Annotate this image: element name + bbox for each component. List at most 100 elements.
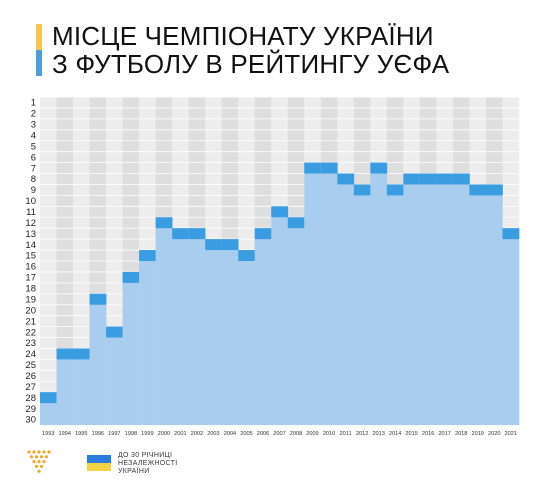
data-bar-rank: [452, 173, 470, 185]
x-tick-label: 2001: [174, 431, 186, 437]
data-bar-rank: [419, 173, 437, 185]
data-bar-fill: [320, 162, 338, 425]
data-bar-rank: [287, 217, 305, 229]
y-tick-label: 20: [25, 305, 36, 316]
y-tick-label: 11: [26, 207, 36, 218]
data-bar-fill: [238, 250, 256, 425]
data-bar-rank: [271, 206, 289, 218]
data-bar-fill: [172, 228, 189, 425]
y-tick-label: 12: [25, 218, 36, 229]
data-bar-fill: [403, 173, 421, 425]
footer-line-3: УКРАЇНИ: [118, 468, 150, 475]
data-bar-rank: [56, 348, 74, 360]
chart-title: МІСЦЕ ЧЕМПІОНАТУ УКРАЇНИ З ФУТБОЛУ В РЕЙ…: [52, 22, 449, 78]
y-tick-label: 19: [25, 294, 36, 305]
title-line-1: МІСЦЕ ЧЕМПІОНАТУ УКРАЇНИ: [52, 21, 434, 51]
footer-line-2: НЕЗАЛЕЖНОСТІ: [118, 460, 178, 467]
data-bar-fill: [452, 173, 470, 425]
data-bar-fill: [419, 173, 437, 425]
x-tick-label: 2004: [224, 431, 236, 437]
footer-line-1: ДО 30 РІЧНИЦІ: [118, 452, 173, 459]
data-bar-fill: [469, 184, 487, 425]
y-tick-label: 6: [31, 152, 36, 163]
data-bar-rank: [436, 173, 454, 185]
y-tick-label: 29: [25, 404, 36, 415]
data-bar-fill: [89, 293, 107, 425]
data-bar-fill: [287, 217, 305, 425]
logo-dot: [34, 455, 39, 459]
y-tick-label: 14: [25, 240, 36, 251]
logo-dot: [37, 469, 41, 473]
x-tick-label: 2016: [422, 431, 434, 437]
data-bar-fill: [56, 348, 74, 425]
logo-dot: [37, 460, 41, 464]
data-bar-rank: [304, 162, 322, 174]
logo-dot: [34, 464, 39, 468]
y-tick-label: 3: [31, 120, 36, 131]
x-tick-label: 2007: [273, 431, 285, 437]
y-tick-label: 4: [31, 130, 36, 141]
y-tick-label: 1: [31, 98, 36, 109]
data-bar-fill: [337, 173, 355, 425]
logo-dot: [42, 460, 46, 464]
data-bar-fill: [271, 206, 289, 425]
y-tick-label: 5: [31, 141, 36, 152]
logo-dot: [37, 450, 41, 454]
x-tick-label: 1997: [108, 431, 120, 437]
y-tick-label: 18: [25, 284, 36, 295]
logo-dot: [39, 464, 44, 468]
x-tick-label: 2003: [207, 431, 219, 437]
x-tick-label: 2014: [389, 431, 401, 437]
data-bar-rank: [386, 184, 404, 196]
x-tick-label: 2021: [505, 431, 517, 437]
logo-dot: [29, 455, 34, 459]
data-bar-fill: [221, 239, 239, 425]
data-bar-rank: [155, 217, 173, 229]
data-bar-rank: [221, 239, 239, 251]
x-tick-label: 2008: [290, 431, 302, 437]
data-bar-fill: [155, 217, 173, 425]
data-bar-rank: [502, 228, 520, 240]
x-tick-label: 2011: [340, 431, 352, 437]
logo-dot: [32, 450, 36, 454]
flag-bottom-stripe: [87, 463, 111, 471]
data-bar-fill: [386, 184, 404, 425]
x-tick-label: 2002: [191, 431, 203, 437]
logo-dot: [44, 455, 49, 459]
data-bar-rank: [106, 326, 123, 338]
y-tick-label: 16: [25, 262, 36, 273]
title-line-2: З ФУТБОЛУ В РЕЙТИНГУ УЄФА: [52, 49, 450, 79]
data-bar-fill: [254, 228, 272, 425]
y-tick-label: 22: [25, 327, 36, 338]
x-tick-label: 2017: [438, 431, 450, 437]
data-bar-rank: [172, 228, 189, 240]
data-bar-rank: [485, 184, 503, 196]
data-bar-rank: [469, 184, 487, 196]
data-bar-rank: [205, 239, 222, 251]
x-tick-label: 2013: [372, 431, 384, 437]
data-bar-fill: [73, 348, 90, 425]
y-tick-label: 9: [31, 185, 36, 196]
x-tick-label: 2020: [488, 431, 500, 437]
data-bar-fill: [205, 239, 222, 425]
x-tick-label: 1993: [42, 431, 54, 437]
data-bar-rank: [353, 184, 371, 196]
data-bar-fill: [122, 271, 140, 425]
y-tick-label: 28: [25, 393, 36, 404]
ukraine-flag-icon: [87, 455, 111, 471]
logo-dot: [32, 460, 36, 464]
data-bar-rank: [40, 392, 57, 404]
title-accent-blue: [36, 50, 42, 76]
data-bar-fill: [188, 228, 206, 425]
data-bar-rank: [320, 162, 338, 174]
y-tick-label: 7: [31, 163, 36, 174]
data-bar-rank: [139, 250, 156, 261]
footer-caption: ДО 30 РІЧНИЦІ НЕЗАЛЕЖНОСТІ УКРАЇНИ: [118, 452, 178, 476]
title-accent-bar: [36, 24, 42, 76]
x-tick-label: 2005: [240, 431, 252, 437]
logo-dot: [47, 450, 51, 454]
x-tick-label: 2009: [306, 431, 318, 437]
data-bar-rank: [254, 228, 272, 240]
data-bar-fill: [304, 162, 322, 425]
data-bar-fill: [370, 162, 388, 425]
